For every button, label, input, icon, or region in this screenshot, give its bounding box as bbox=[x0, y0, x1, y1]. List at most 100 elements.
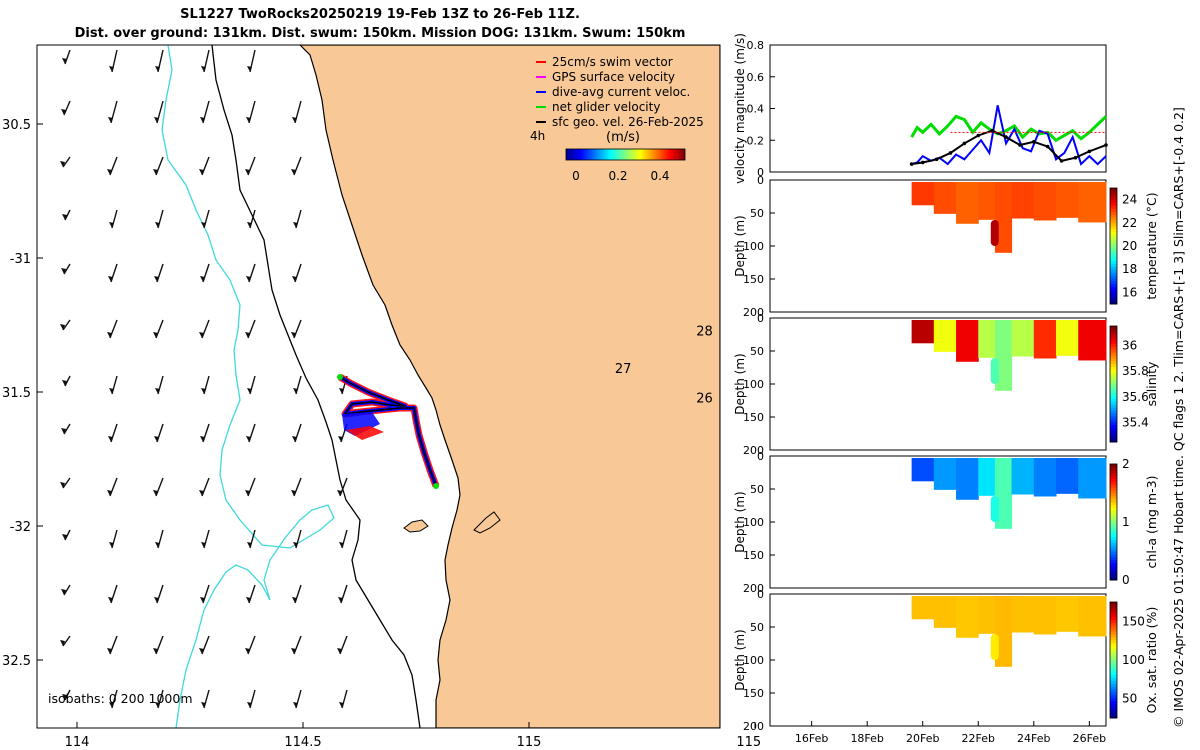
lon-tick-label: 115 bbox=[517, 735, 542, 750]
current-arrow-head bbox=[199, 648, 204, 654]
depth-tick-label: 0 bbox=[757, 450, 764, 463]
colorbar-segment bbox=[1110, 553, 1117, 558]
depth-tick-label: 150 bbox=[743, 273, 764, 286]
colorbar-segment bbox=[1110, 337, 1117, 341]
swim-vector-cluster bbox=[346, 426, 384, 440]
heatmap-cell bbox=[1011, 596, 1035, 633]
colorbar-segment bbox=[1110, 386, 1117, 391]
legend-label: sfc geo. vel. 26-Feb-2025 bbox=[552, 115, 704, 129]
colorbar-segment bbox=[1110, 225, 1117, 230]
colorbar-tick-label: 24 bbox=[1122, 193, 1137, 207]
colorbar-segment bbox=[1110, 475, 1117, 479]
colorbar-segment bbox=[1110, 421, 1117, 426]
colorbar-segment bbox=[1110, 568, 1117, 572]
colorbar-segment bbox=[1110, 604, 1117, 609]
time-tick-label: 22Feb bbox=[962, 732, 995, 745]
colorbar-segment bbox=[1110, 677, 1117, 681]
current-arrow-head bbox=[155, 222, 160, 228]
colorbar-segment bbox=[1110, 642, 1117, 646]
time-tick-label: 18Feb bbox=[850, 732, 883, 745]
colorbar-segment bbox=[1110, 602, 1117, 606]
current-arrow-head bbox=[293, 542, 298, 548]
current-arrow-head bbox=[291, 332, 296, 338]
colorbar-segment bbox=[1110, 562, 1117, 566]
depth-tick-label: 0 bbox=[757, 588, 764, 601]
colorbar-segment bbox=[1110, 697, 1117, 702]
colorbar-segment bbox=[1110, 703, 1117, 707]
colorbar-segment bbox=[1110, 328, 1117, 333]
lat-tick-label: 30.5 bbox=[2, 118, 31, 133]
current-arrow-head bbox=[199, 169, 204, 175]
colorbar-frame bbox=[1109, 601, 1118, 719]
colorbar-segment bbox=[1110, 286, 1117, 290]
current-arrow bbox=[64, 209, 71, 221]
depth-tick-label: 100 bbox=[743, 654, 764, 667]
current-arrow-head bbox=[247, 222, 252, 228]
track-end-marker bbox=[337, 374, 343, 380]
colorbar-unit: (m/s) bbox=[606, 130, 640, 145]
colorbar-segment bbox=[1110, 424, 1117, 428]
current-arrow-head bbox=[201, 66, 206, 72]
colorbar-segment bbox=[1110, 349, 1117, 353]
time-tick-label: 26Feb bbox=[1073, 732, 1106, 745]
colorbar-segment bbox=[1110, 334, 1117, 339]
depth-ylabel: Depth (m) bbox=[733, 353, 747, 414]
colorbar-segment bbox=[1110, 395, 1117, 399]
colorbar-frame bbox=[1109, 187, 1118, 305]
current-arrow-head bbox=[338, 436, 343, 442]
colorbar-segment bbox=[1110, 545, 1117, 549]
heatmap-cell bbox=[1056, 182, 1079, 218]
velocity-point bbox=[934, 157, 939, 162]
colorbar-segment bbox=[1110, 254, 1117, 259]
colorbar-segment bbox=[1110, 464, 1117, 468]
colorbar-tick-label: 22 bbox=[1122, 216, 1137, 230]
isobath-200m bbox=[211, 45, 421, 728]
colorbar-segment bbox=[1110, 363, 1117, 368]
colorbar-segment bbox=[1110, 430, 1117, 434]
colorbar-segment bbox=[1110, 433, 1117, 437]
colorbar-segment bbox=[1110, 660, 1117, 664]
depth-tick-label: 100 bbox=[743, 516, 764, 529]
velocity-point bbox=[962, 141, 967, 146]
day-label: 28 bbox=[696, 325, 713, 340]
current-arrow-head bbox=[337, 490, 342, 496]
colorbar-segment bbox=[1110, 498, 1117, 503]
colorbar-segment bbox=[1110, 346, 1117, 350]
velocity-ytick-label: 0.4 bbox=[747, 103, 765, 116]
depth-tick-label: 200 bbox=[743, 582, 764, 595]
colorbar-segment bbox=[1110, 706, 1117, 710]
current-arrow-head bbox=[61, 109, 66, 115]
current-arrow-head bbox=[153, 648, 158, 654]
colorbar-segment bbox=[1110, 665, 1117, 670]
colorbar-segment bbox=[1110, 466, 1117, 471]
colorbar-segment bbox=[1110, 654, 1117, 658]
current-arrow-head bbox=[61, 589, 66, 595]
heatmap-cell bbox=[911, 596, 935, 620]
colorbar-segment bbox=[1110, 398, 1117, 402]
velocity-point bbox=[976, 133, 981, 138]
time-tick-label: 20Feb bbox=[906, 732, 939, 745]
colorbar-segment bbox=[1110, 645, 1117, 649]
colorbar-segment bbox=[1110, 610, 1117, 615]
colorbar-segment bbox=[1110, 211, 1117, 215]
colorbar-segment bbox=[1110, 510, 1117, 514]
current-arrow-head bbox=[245, 169, 250, 175]
current-arrow-head bbox=[291, 648, 296, 654]
colorbar-segment bbox=[1110, 504, 1117, 508]
heatmap-cell bbox=[1056, 596, 1079, 632]
heatmap-cell bbox=[911, 182, 935, 206]
colorbar-segment bbox=[1110, 219, 1117, 224]
colorbar-segment bbox=[1110, 527, 1117, 532]
velocity-point bbox=[1073, 155, 1078, 160]
colorbar-segment bbox=[1110, 507, 1117, 511]
current-arrow-head bbox=[293, 388, 298, 394]
heatmap-cell bbox=[1078, 596, 1107, 637]
colorbar-label: salinity bbox=[1144, 361, 1159, 406]
colorbar-segment bbox=[1110, 686, 1117, 690]
colorbar-segment bbox=[1110, 298, 1117, 302]
velocity-point bbox=[990, 128, 994, 133]
heatmap-cell bbox=[933, 320, 957, 352]
current-arrow-head bbox=[108, 117, 113, 123]
colorbar-segment bbox=[1110, 490, 1117, 494]
